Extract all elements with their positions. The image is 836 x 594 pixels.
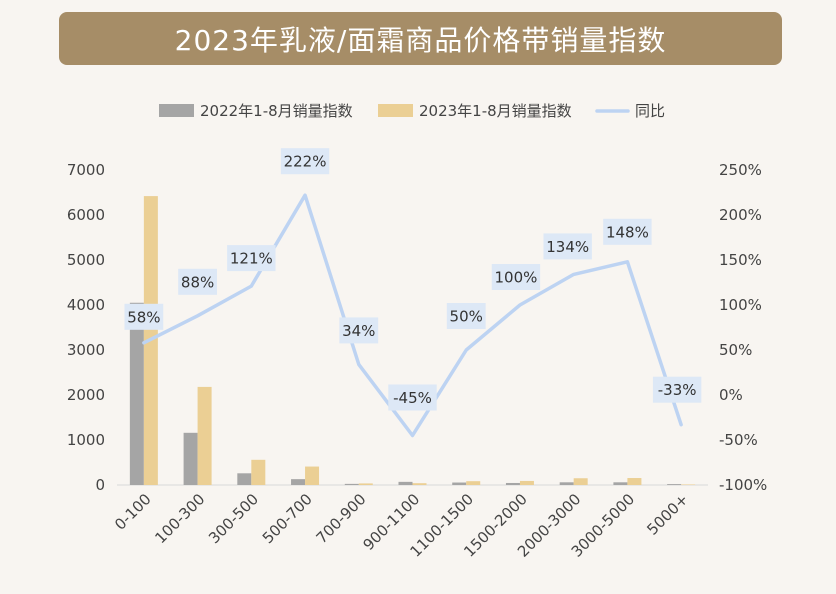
bar-2023	[305, 466, 320, 485]
yoy-line	[142, 193, 683, 438]
data-label-box	[339, 317, 379, 344]
data-label: 148%	[606, 223, 649, 241]
bar-2022	[183, 432, 198, 485]
right-tick-label: 250%	[719, 161, 762, 179]
data-label: 50%	[450, 308, 483, 326]
bar-2022	[398, 481, 413, 485]
bar-2023	[197, 386, 212, 485]
data-label: -33%	[658, 381, 697, 399]
right-tick-label: -50%	[719, 431, 758, 449]
left-tick-label: 1000	[67, 431, 105, 449]
data-label-box	[603, 218, 652, 245]
legend-swatch-2023	[378, 104, 413, 117]
left-tick-label: 5000	[67, 251, 105, 269]
title-bar: 2023年乳液/面霜商品价格带销量指数	[59, 12, 782, 65]
bar-2022	[505, 482, 520, 485]
left-axis: 0 1000 2000 3000 4000 5000 6000 7000	[67, 161, 105, 494]
data-labels: 58% 88% 121% 222% 34% -45% 50% 100% 134% 148% -33%	[124, 148, 702, 411]
data-label-box	[124, 303, 164, 330]
data-label-box	[388, 384, 437, 411]
bar-2023	[681, 484, 696, 485]
right-tick-label: -100%	[719, 476, 767, 494]
data-label: -45%	[393, 389, 432, 407]
right-axis: -100% -50% 0% 50% 100% 150% 200% 250%	[719, 161, 767, 494]
chart-title: 2023年乳液/面霜商品价格带销量指数	[174, 23, 667, 57]
legend-swatch-2022	[159, 104, 194, 117]
right-tick-label: 50%	[719, 341, 752, 359]
data-label: 58%	[127, 308, 160, 326]
legend-label-2023: 2023年1-8月销量指数	[419, 102, 572, 120]
left-tick-label: 6000	[67, 206, 105, 224]
bar-2023	[251, 459, 266, 485]
category-label: 0-100	[111, 490, 155, 534]
bar-2023	[466, 481, 481, 485]
data-label-box	[227, 245, 276, 272]
data-label: 121%	[230, 250, 273, 268]
category-label: 300-500	[205, 490, 262, 547]
bar-2022	[344, 483, 359, 485]
bar-2022	[613, 482, 628, 485]
data-label: 100%	[495, 269, 538, 287]
bar-2023	[573, 478, 588, 485]
data-label: 134%	[546, 238, 589, 256]
data-label-box	[491, 264, 541, 290]
data-label: 222%	[284, 153, 327, 171]
data-label-box	[652, 376, 702, 403]
bar-2023	[358, 483, 373, 485]
category-label: 100-300	[151, 490, 208, 547]
data-label: 34%	[342, 322, 375, 340]
left-tick-label: 2000	[67, 386, 105, 404]
bar-2022	[237, 473, 252, 485]
right-tick-label: 0%	[719, 386, 743, 404]
category-label: 5000+	[643, 490, 692, 539]
left-tick-label: 0	[95, 476, 105, 494]
bar-2022	[291, 479, 306, 485]
category-label: 500-700	[259, 490, 316, 547]
data-label-box	[178, 268, 217, 295]
data-label-box	[280, 148, 330, 175]
right-tick-label: 100%	[719, 296, 762, 314]
right-tick-label: 200%	[719, 206, 762, 224]
data-label-box	[446, 303, 486, 329]
legend: 2022年1-8月销量指数 2023年1-8月销量指数 同比	[159, 102, 665, 120]
yoy-line-path	[142, 193, 683, 438]
bar-2022	[559, 482, 574, 485]
left-tick-label: 7000	[67, 161, 105, 179]
bar-2023	[627, 478, 642, 485]
legend-label-yoy: 同比	[635, 102, 665, 120]
bar-2022	[129, 302, 144, 485]
data-label: 88%	[181, 273, 214, 291]
bar-2022	[667, 484, 682, 485]
left-tick-label: 4000	[67, 296, 105, 314]
data-label-box	[543, 233, 592, 260]
right-tick-label: 150%	[719, 251, 762, 269]
legend-label-2022: 2022年1-8月销量指数	[200, 102, 353, 120]
bar-2023	[412, 483, 427, 485]
bar-2023	[519, 480, 534, 485]
category-labels: 0-100100-300300-500500-700700-900900-110…	[111, 490, 692, 561]
left-tick-label: 3000	[67, 341, 105, 359]
bar-2022	[452, 482, 467, 485]
